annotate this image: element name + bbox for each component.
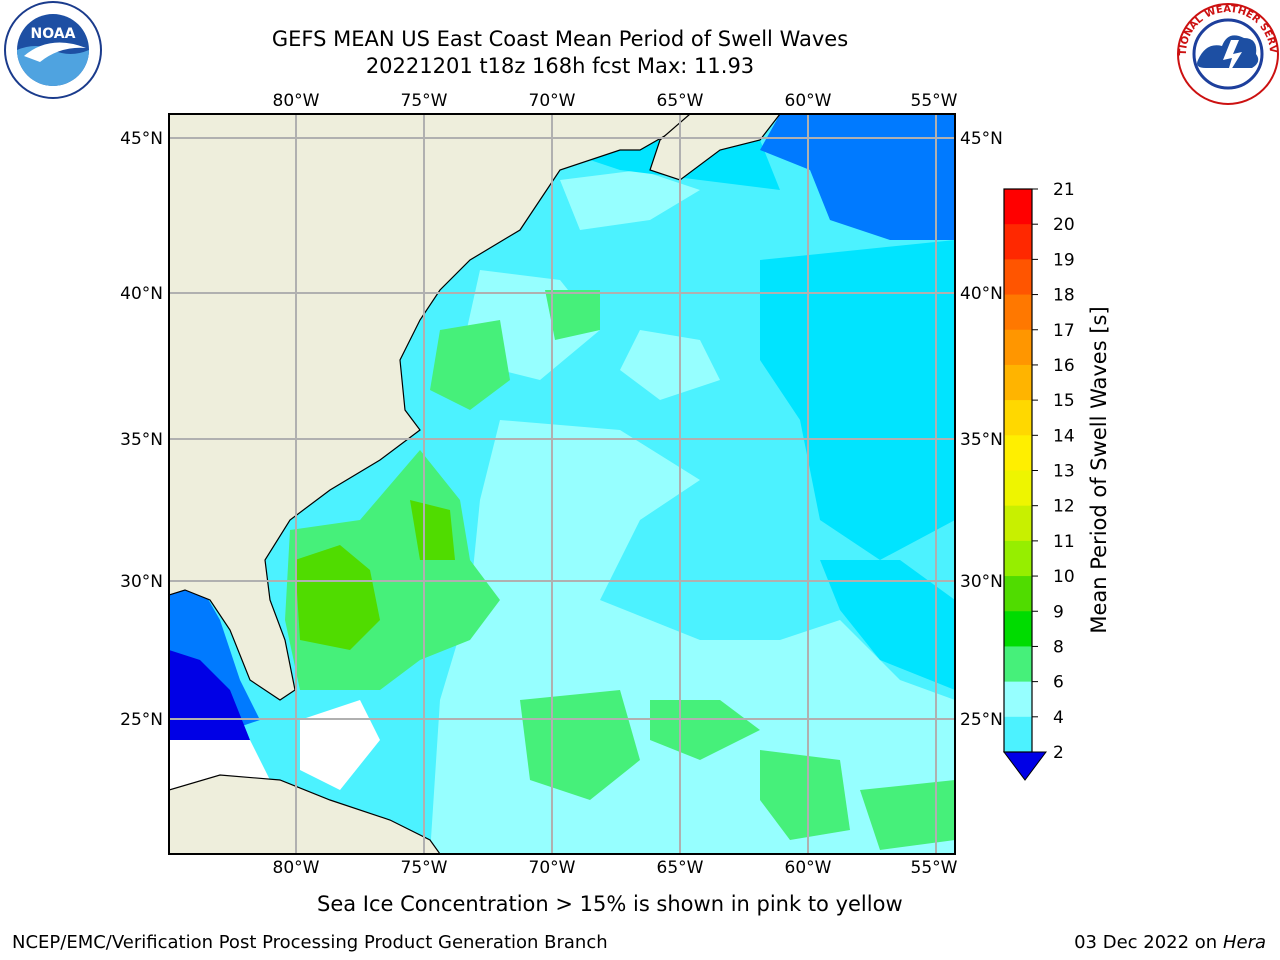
lat-label: 25°N — [120, 710, 163, 730]
chart-title: GEFS MEAN US East Coast Mean Period of S… — [271, 27, 849, 51]
lon-labels-top: 80°W 75°W 70°W 65°W 60°W 55°W — [273, 91, 958, 111]
colorbar-segment — [1004, 470, 1032, 507]
lat-label: 45°N — [960, 129, 1003, 149]
lon-label: 65°W — [657, 91, 704, 111]
colorbar-tick-label: 20 — [1053, 215, 1075, 235]
swell-10-12s-region — [295, 545, 380, 650]
colorbar-segment — [1004, 646, 1032, 683]
date-stamp: 03 Dec 2022 on Hera — [1074, 932, 1266, 953]
colorbar-segment — [1004, 576, 1032, 612]
lon-label: 75°W — [401, 858, 448, 878]
chart-subtitle: 20221201 t18z 168h fcst Max: 11.93 — [365, 54, 755, 78]
lat-labels-left: 45°N 40°N 35°N 30°N 25°N — [120, 129, 163, 730]
colorbar-tick-label: 13 — [1053, 462, 1075, 482]
lon-label: 80°W — [273, 91, 320, 111]
noaa-logo-text: NOAA — [31, 26, 76, 42]
colorbar: 21 20 19 18 17 16 15 14 13 12 11 10 9 8 6 4 2 Mean Perio… — [1003, 180, 1111, 781]
colorbar-tick-label: 2 — [1053, 743, 1064, 763]
graticule — [169, 114, 955, 854]
colorbar-tick-label: 4 — [1053, 708, 1064, 728]
colorbar-segment — [1004, 505, 1032, 542]
colorbar-segment — [1004, 400, 1032, 436]
colorbar-segment — [1004, 364, 1032, 401]
lat-label: 45°N — [120, 129, 163, 149]
colorbar-tick-label: 12 — [1053, 497, 1075, 517]
colorbar-tick-label: 11 — [1053, 532, 1075, 552]
colorbar-under-triangle — [1003, 751, 1047, 781]
colorbar-segment — [1004, 224, 1032, 260]
colorbar-segment — [1004, 716, 1032, 753]
lat-label: 40°N — [960, 284, 1003, 304]
north-america-land — [169, 114, 691, 701]
lat-label: 30°N — [960, 572, 1003, 592]
lon-label: 55°W — [911, 91, 958, 111]
credit-text: NCEP/EMC/Verification Post Processing Pr… — [12, 932, 608, 953]
lon-label: 70°W — [529, 91, 576, 111]
colorbar-tick-label: 10 — [1053, 567, 1075, 587]
colorbar-tick-label: 14 — [1053, 426, 1075, 446]
lon-label: 75°W — [401, 91, 448, 111]
colorbar-segment — [1004, 189, 1032, 225]
lat-label: 35°N — [120, 430, 163, 450]
colorbar-segment — [1004, 329, 1032, 366]
colorbar-segment — [1004, 611, 1032, 647]
national-weather-service-logo: NATIONAL WEATHER SERVICE — [1176, 2, 1279, 105]
lat-label: 30°N — [120, 572, 163, 592]
colorbar-segments — [1004, 189, 1032, 753]
map-field — [169, 114, 955, 854]
lon-label: 65°W — [657, 858, 704, 878]
host-name: Hera — [1222, 932, 1266, 953]
date-text: 03 Dec 2022 on — [1074, 932, 1218, 953]
lon-label: 60°W — [785, 858, 832, 878]
colorbar-segment — [1004, 294, 1032, 331]
colorbar-tick-label: 19 — [1053, 250, 1075, 270]
lat-label: 35°N — [960, 430, 1003, 450]
colorbar-segment — [1004, 540, 1032, 577]
colorbar-tick-label: 16 — [1053, 356, 1075, 376]
lat-label: 25°N — [960, 710, 1003, 730]
colorbar-segment — [1004, 259, 1032, 296]
colorbar-tick-label: 21 — [1053, 180, 1075, 200]
map-frame — [168, 113, 956, 855]
sea-ice-note: Sea Ice Concentration > 15% is shown in … — [317, 892, 903, 916]
lat-labels-right: 45°N 40°N 35°N 30°N 25°N — [960, 129, 1003, 730]
colorbar-segment — [1004, 435, 1032, 471]
lon-label: 55°W — [911, 858, 958, 878]
cuba-land — [169, 774, 441, 854]
noaa-logo: NOAA — [4, 1, 102, 99]
colorbar-tick-label: 8 — [1053, 637, 1064, 657]
lon-label: 60°W — [785, 91, 832, 111]
colorbar-tick-label: 17 — [1053, 321, 1075, 341]
nova-scotia-land — [649, 114, 781, 181]
colorbar-tick-label: 6 — [1053, 673, 1064, 693]
colorbar-tick-label: 15 — [1053, 391, 1075, 411]
colorbar-segment — [1004, 681, 1032, 718]
colorbar-tick-labels: 21 20 19 18 17 16 15 14 13 12 11 10 9 8 6 4 2 — [1032, 180, 1075, 763]
colorbar-label: Mean Period of Swell Waves [s] — [1087, 306, 1111, 633]
colorbar-tick-label: 9 — [1053, 602, 1064, 622]
lon-label: 70°W — [529, 858, 576, 878]
lon-label: 80°W — [273, 858, 320, 878]
swell-9-10s-region — [430, 320, 510, 410]
colorbar-tick-label: 18 — [1053, 286, 1075, 306]
lat-label: 40°N — [120, 284, 163, 304]
lon-labels-bottom: 80°W 75°W 70°W 65°W 60°W 55°W — [273, 858, 958, 878]
